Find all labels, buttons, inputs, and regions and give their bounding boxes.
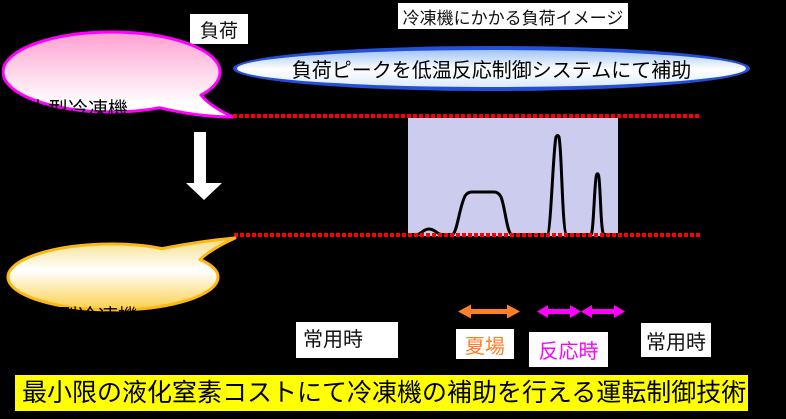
bottom-banner: 最小限の液化窒素コストにて冷凍機の補助を行える運転制御技術 <box>15 375 748 411</box>
bubble-small-shape <box>6 236 237 312</box>
assist-callout-text: 負荷ピークを低温反応制御システムにて補助 <box>291 60 692 82</box>
bubble-large-shape <box>2 30 235 119</box>
load-area <box>408 118 618 236</box>
reaction-range-arrow-right-icon <box>581 305 625 318</box>
bubble-small-line1: 小型冷凍機 <box>38 306 138 328</box>
lower-contract-power-line <box>234 233 700 237</box>
reaction-range-arrow-left-icon <box>537 305 581 318</box>
bubble-large-refrigerator <box>2 30 235 119</box>
bubble-large-text: 大型冷凍機 契約電力が上がる <box>28 43 188 259</box>
load-axis-label: 負荷 <box>190 14 248 44</box>
upper-contract-power-line <box>233 114 699 118</box>
assist-callout: 負荷ピークを低温反応制御システムにて補助 <box>233 46 750 91</box>
load-curve <box>408 134 618 236</box>
down-arrow-icon <box>186 132 222 200</box>
period-label-normal-right: 常用時 <box>641 323 711 357</box>
period-label-normal-left: 常用時 <box>296 322 398 358</box>
bubble-large-line1: 大型冷凍機 <box>28 99 128 121</box>
period-label-reaction: 反応時 <box>529 332 608 367</box>
summer-range-arrow-icon <box>458 304 520 319</box>
page-title: 冷凍機にかかる負荷イメージ <box>398 3 628 29</box>
bubble-small-refrigerator <box>6 236 237 312</box>
period-label-summer: 夏場 <box>456 329 514 359</box>
bubble-large-line2: 契約電力が上がる <box>28 180 188 202</box>
